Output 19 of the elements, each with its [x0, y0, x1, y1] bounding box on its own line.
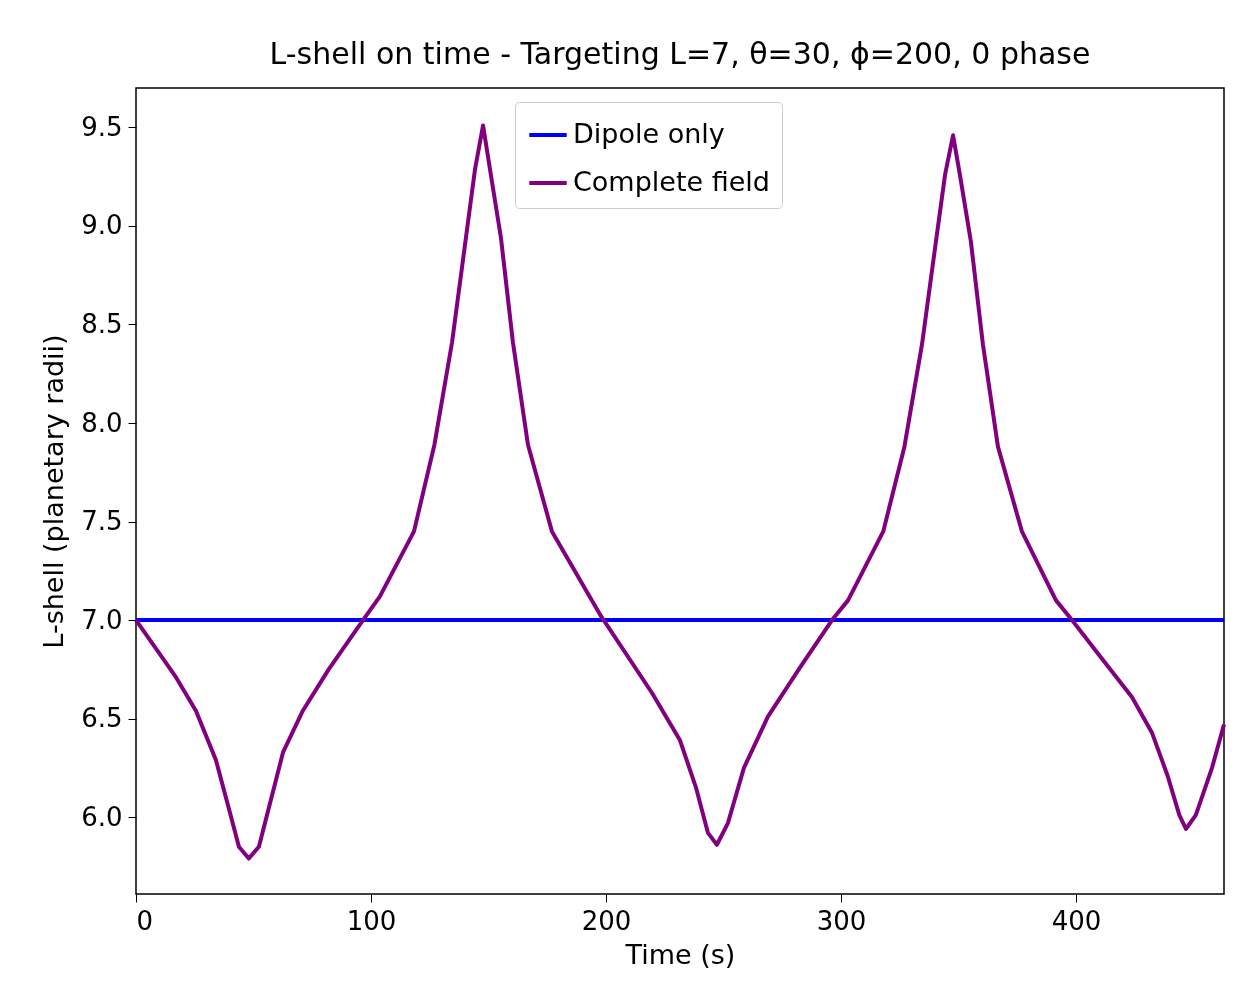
chart-title: L-shell on time - Targeting L=7, θ=30, ϕ=200, 0 phase [269, 36, 1091, 71]
line-series [134, 123, 1226, 861]
x-tick-label: 0 [136, 905, 154, 936]
x-tick-label: 100 [346, 905, 397, 936]
y-tick-label: 6.0 [81, 801, 123, 832]
legend-label: Dipole only [573, 118, 725, 149]
y-tick-label: 8.5 [81, 308, 123, 339]
y-tick-label: 6.5 [81, 703, 123, 734]
x-tick-label: 300 [816, 905, 867, 936]
x-tick-label: 200 [581, 905, 632, 936]
y-axis-title: L-shell (planetary radii) [38, 334, 70, 649]
x-axis-title: Time (s) [624, 938, 736, 970]
y-tick-label: 8.0 [81, 407, 123, 438]
y-tick-label: 7.0 [81, 604, 123, 635]
y-tick-label: 7.5 [81, 506, 123, 537]
y-tick-label: 9.0 [81, 210, 123, 241]
legend-label: Complete field [573, 166, 770, 197]
y-tick-label: 9.5 [81, 111, 123, 142]
x-tick-label: 400 [1051, 905, 1102, 936]
